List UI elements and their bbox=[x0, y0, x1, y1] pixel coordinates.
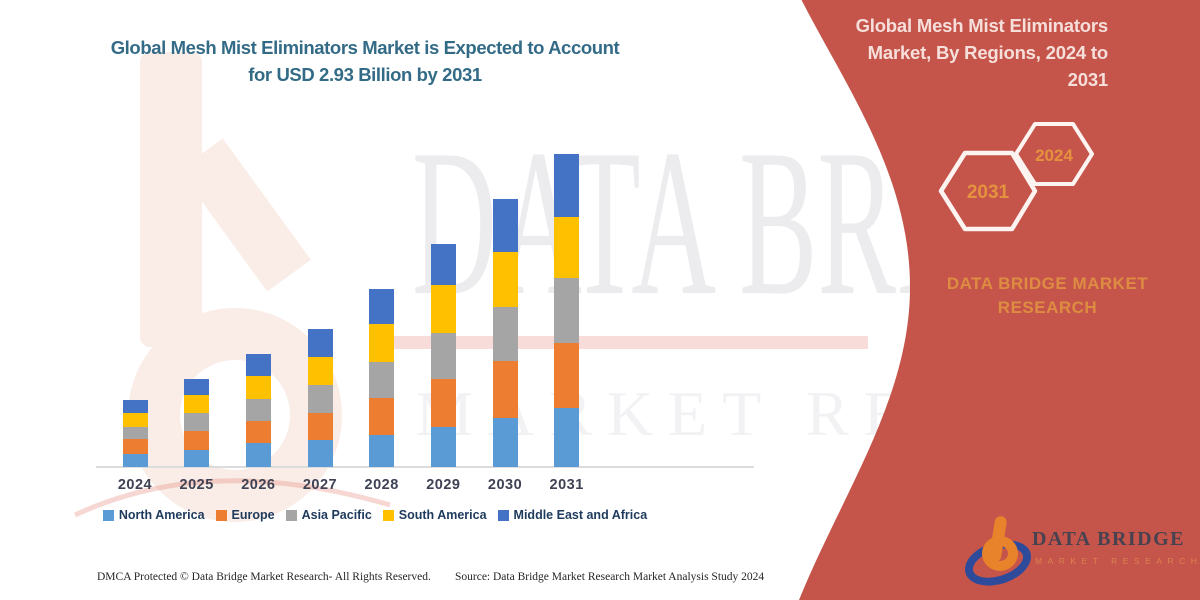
legend-swatch-icon bbox=[285, 509, 297, 521]
bar-segment-2027-middle-east-and-africa bbox=[307, 329, 333, 357]
bar-2026 bbox=[245, 353, 271, 467]
x-axis-label-2028: 2028 bbox=[364, 477, 399, 493]
x-axis-label-2027: 2027 bbox=[302, 477, 338, 493]
hexagon-2031-label: 2031 bbox=[967, 182, 1010, 203]
x-axis-label-2029: 2029 bbox=[426, 477, 461, 493]
x-axis-line bbox=[96, 466, 754, 468]
bar-segment-2031-north-america bbox=[554, 408, 580, 467]
side-panel-title: Global Mesh Mist Eliminators Market, By … bbox=[855, 15, 1109, 90]
bar-segment-2029-europe bbox=[430, 379, 456, 428]
legend-label: Asia Pacific bbox=[301, 508, 372, 522]
bar-segment-2025-north-america bbox=[184, 449, 210, 467]
red-panel-shape bbox=[799, 0, 1200, 600]
bar-2028 bbox=[369, 288, 395, 467]
legend-item-middle-east-and-africa: Middle East and Africa bbox=[497, 508, 648, 522]
bar-2030 bbox=[492, 198, 518, 467]
legend-label: North America bbox=[118, 508, 205, 522]
bar-segment-2026-middle-east-and-africa bbox=[245, 353, 271, 377]
legend-label: Middle East and Africa bbox=[513, 508, 648, 522]
bar-segment-2029-south-america bbox=[430, 285, 456, 334]
legend-swatch-icon bbox=[215, 509, 227, 521]
bar-segment-2025-middle-east-and-africa bbox=[184, 379, 210, 396]
bar-2027 bbox=[307, 329, 333, 467]
chart-title-line2: for USD 2.93 Billion by 2031 bbox=[248, 64, 482, 85]
x-axis-label-2025: 2025 bbox=[179, 477, 214, 493]
source-note: Source: Data Bridge Market Research Mark… bbox=[455, 571, 765, 583]
bar-segment-2024-north-america bbox=[122, 454, 148, 467]
bar-segment-2024-middle-east-and-africa bbox=[122, 399, 148, 413]
chart-title-line1: Global Mesh Mist Eliminators Market is E… bbox=[110, 37, 620, 58]
bar-segment-2027-europe bbox=[307, 412, 333, 441]
hexagon-2031 bbox=[938, 150, 1038, 232]
bar-segment-2025-asia-pacific bbox=[184, 412, 210, 431]
bar-segment-2026-north-america bbox=[245, 443, 271, 467]
bar-segment-2027-north-america bbox=[307, 440, 333, 467]
bar-segment-2025-south-america bbox=[184, 395, 210, 413]
bar-segment-2030-north-america bbox=[492, 417, 518, 467]
x-axis-label-2031: 2031 bbox=[549, 477, 584, 493]
logo-brand-name: DATA BRIDGE bbox=[1032, 528, 1186, 550]
bar-segment-2027-asia-pacific bbox=[307, 384, 333, 413]
x-axis-label-2030: 2030 bbox=[487, 477, 523, 493]
x-axis-label-2024: 2024 bbox=[117, 477, 153, 493]
bar-2031 bbox=[554, 154, 580, 467]
bar-segment-2029-asia-pacific bbox=[430, 333, 456, 380]
hexagon-2024-label: 2024 bbox=[1035, 146, 1073, 165]
bar-segment-2024-south-america bbox=[122, 412, 148, 428]
hexagon-2024 bbox=[1014, 122, 1094, 186]
bar-2025 bbox=[184, 379, 210, 467]
legend-item-europe: Europe bbox=[215, 508, 275, 522]
logo-brand-subtitle: MARKET RESEARCH bbox=[1035, 556, 1200, 566]
bar-segment-2027-south-america bbox=[307, 356, 333, 385]
x-axis-label-2026: 2026 bbox=[241, 477, 276, 493]
legend-item-asia-pacific: Asia Pacific bbox=[285, 508, 372, 522]
bar-segment-2028-south-america bbox=[369, 323, 395, 363]
bar-segment-2024-asia-pacific bbox=[122, 427, 148, 440]
side-panel-brand-text: DATA BRIDGE MARKET RESEARCH bbox=[946, 274, 1149, 317]
bar-segment-2029-middle-east-and-africa bbox=[430, 243, 456, 286]
watermark-b-logo-stem bbox=[140, 52, 202, 347]
legend-item-north-america: North America bbox=[102, 508, 205, 522]
bar-segment-2030-asia-pacific bbox=[492, 306, 518, 362]
data-bridge-b-icon bbox=[959, 515, 1037, 594]
logo-b-bowl bbox=[982, 536, 1018, 571]
bar-segment-2028-europe bbox=[369, 397, 395, 435]
legend-swatch-icon bbox=[497, 509, 509, 521]
bar-segment-2030-south-america bbox=[492, 252, 518, 307]
dmca-notice: DMCA Protected © Data Bridge Market Rese… bbox=[97, 571, 431, 583]
bar-segment-2026-europe bbox=[245, 421, 271, 444]
bar-segment-2029-north-america bbox=[430, 427, 456, 467]
legend-item-south-america: South America bbox=[382, 508, 487, 522]
bar-segment-2028-middle-east-and-africa bbox=[369, 288, 395, 324]
chart-legend: North America Europe Asia Pacific South Ame… bbox=[85, 508, 665, 522]
chart-title: Global Mesh Mist Eliminators Market is E… bbox=[80, 34, 650, 88]
legend-label: Europe bbox=[231, 508, 275, 522]
legend-swatch-icon bbox=[382, 509, 394, 521]
legend-swatch-icon bbox=[102, 509, 114, 521]
bar-segment-2024-europe bbox=[122, 439, 148, 455]
bar-segment-2031-south-america bbox=[554, 217, 580, 278]
bar-segment-2028-asia-pacific bbox=[369, 362, 395, 398]
bar-segment-2026-south-america bbox=[245, 376, 271, 399]
legend-label: South America bbox=[398, 508, 487, 522]
bar-segment-2030-europe bbox=[492, 361, 518, 418]
bar-segment-2030-middle-east-and-africa bbox=[492, 198, 518, 253]
data-bridge-logo: DATA BRIDGE MARKET RESEARCH bbox=[959, 514, 1197, 594]
bar-segment-2031-asia-pacific bbox=[554, 277, 580, 344]
bar-segment-2026-asia-pacific bbox=[245, 398, 271, 422]
bar-2029 bbox=[430, 243, 456, 467]
bar-segment-2028-north-america bbox=[369, 434, 395, 467]
bar-segment-2025-europe bbox=[184, 430, 210, 450]
bar-segment-2031-middle-east-and-africa bbox=[554, 154, 580, 218]
bar-segment-2031-europe bbox=[554, 343, 580, 409]
bar-2024 bbox=[122, 399, 148, 467]
